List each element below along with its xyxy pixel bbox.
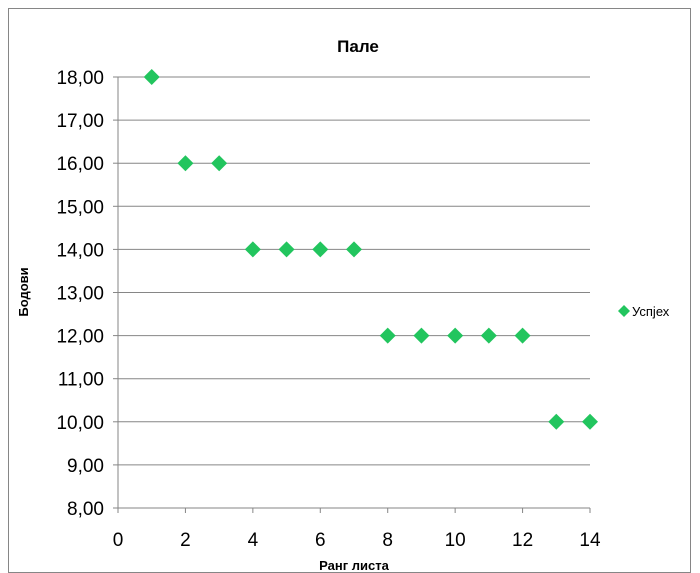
- data-point: [312, 241, 329, 258]
- y-tick-label: 12,00: [56, 327, 104, 348]
- x-axis-label: Ранг листа: [319, 558, 389, 573]
- y-tick-label: 16,00: [56, 154, 104, 175]
- y-axis-label: Бодови: [16, 267, 31, 316]
- data-point: [278, 241, 295, 258]
- x-tick-label: 0: [113, 530, 124, 551]
- y-tick-label: 18,00: [56, 68, 104, 89]
- data-point: [548, 413, 565, 430]
- y-tick-label: 10,00: [56, 413, 104, 434]
- y-tick-label: 11,00: [58, 370, 104, 391]
- gridlines: [118, 76, 590, 509]
- legend-label: Успјех: [632, 304, 670, 319]
- y-axis-ticks: 8,00 9,00 10,00 11,00 12,00 13,00 14,00 15,00 16…: [56, 68, 104, 520]
- x-tick-label: 4: [248, 530, 259, 551]
- data-point: [514, 327, 531, 344]
- data-point: [447, 327, 464, 344]
- y-tick-label: 17,00: [56, 111, 104, 132]
- data-point: [379, 327, 396, 344]
- x-tick-label: 6: [315, 530, 326, 551]
- data-point: [480, 327, 497, 344]
- axes: [113, 76, 591, 513]
- x-tick-label: 12: [512, 530, 533, 551]
- chart-title: Пале: [337, 37, 379, 56]
- data-point: [177, 155, 194, 172]
- y-tick-label: 13,00: [56, 284, 104, 305]
- data-point: [346, 241, 362, 258]
- y-tick-label: 8,00: [67, 499, 104, 520]
- x-tick-label: 10: [445, 530, 466, 551]
- y-tick-label: 14,00: [56, 240, 104, 261]
- x-tick-label: 2: [180, 530, 191, 551]
- data-point: [211, 155, 228, 172]
- y-tick-label: 15,00: [56, 197, 104, 218]
- x-tick-label: 14: [579, 530, 601, 551]
- data-point: [244, 241, 261, 258]
- data-points: [143, 69, 598, 430]
- x-tick-label: 8: [382, 530, 393, 551]
- chart-area-border: [8, 8, 691, 573]
- legend: Успјех: [618, 304, 670, 319]
- y-tick-label: 9,00: [67, 456, 104, 477]
- data-point: [143, 69, 160, 85]
- data-point: [582, 413, 598, 430]
- legend-marker: [618, 305, 630, 317]
- data-point: [413, 327, 430, 344]
- x-axis-ticks: 0 2 4 6 8 10 12 14: [113, 530, 601, 551]
